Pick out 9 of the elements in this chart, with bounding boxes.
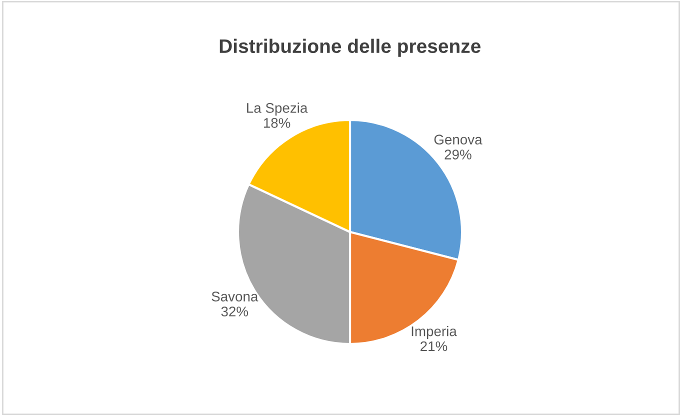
data-label: 18% xyxy=(264,118,290,128)
data-label: 29% xyxy=(444,150,472,160)
data-label: 32% xyxy=(221,306,248,316)
slice-label: Genova xyxy=(434,134,482,144)
slice-label: Savona xyxy=(212,292,258,302)
data-label: 21% xyxy=(420,341,448,352)
slice-label: La Spezia xyxy=(247,102,308,116)
chart-title: Distribuzione delle presenze xyxy=(220,38,480,57)
slice-label: Imperia xyxy=(412,326,457,339)
